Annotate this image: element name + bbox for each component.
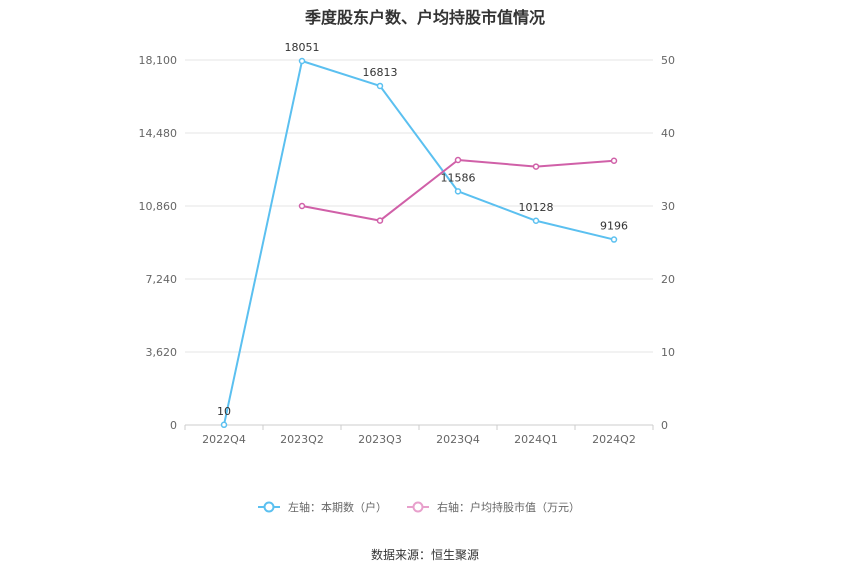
series-point-2 xyxy=(376,217,384,224)
x-axis-tick-label: 2023Q2 xyxy=(280,433,324,446)
legend-marker-1 xyxy=(263,501,275,513)
right-axis-tick-label: 10 xyxy=(661,346,675,359)
series-point-2 xyxy=(454,156,462,164)
series-point-2 xyxy=(298,202,306,210)
right-axis-tick-label: 40 xyxy=(661,127,675,140)
left-axis-tick-label: 7,240 xyxy=(146,273,178,286)
series-point-2 xyxy=(532,163,540,170)
x-axis-tick-label: 2023Q3 xyxy=(358,433,402,446)
line-chart: 0 3,620 7,240 10,860 14,480 18,100 0 10 20 30 40 50… xyxy=(139,41,676,514)
x-axis-tick-label: 2024Q2 xyxy=(592,433,636,446)
left-axis-tick-label: 10,860 xyxy=(139,200,178,213)
right-axis-tick-label: 50 xyxy=(661,54,675,67)
series-point-1 xyxy=(610,236,618,243)
x-axis-tick-label: 2022Q4 xyxy=(202,433,246,446)
legend-label-2: 右轴：户均持股市值（万元） xyxy=(437,500,580,514)
source-note: 数据来源：恒生聚源 xyxy=(370,548,479,562)
left-axis-tick-label: 3,620 xyxy=(146,346,178,359)
series-point-2 xyxy=(610,157,618,164)
chart-title: 季度股东户数、户均持股市值情况 xyxy=(304,8,545,27)
data-label: 10 xyxy=(217,405,231,418)
legend-label-1: 左轴：本期数（户） xyxy=(288,500,387,514)
right-axis-tick-label: 0 xyxy=(661,419,668,432)
series-point-1 xyxy=(220,421,228,429)
x-axis-tick-label: 2024Q1 xyxy=(514,433,558,446)
right-axis-tick-label: 20 xyxy=(661,273,675,286)
series-point-1 xyxy=(298,57,306,65)
x-axis-tick-label: 2023Q4 xyxy=(436,433,480,446)
series-point-1 xyxy=(376,82,384,90)
legend-marker-2 xyxy=(412,501,424,513)
series-point-1 xyxy=(532,217,540,225)
right-axis-tick-label: 30 xyxy=(661,200,675,213)
data-label: 10128 xyxy=(519,201,554,214)
data-label: 16813 xyxy=(363,66,398,79)
data-label: 11586 xyxy=(441,171,476,184)
data-label: 18051 xyxy=(285,41,320,54)
left-axis-tick-label: 14,480 xyxy=(139,127,178,140)
series-point-1 xyxy=(454,188,462,195)
left-axis-tick-label: 0 xyxy=(170,419,177,432)
left-axis-tick-label: 18,100 xyxy=(139,54,178,67)
series-line-1 xyxy=(223,59,615,426)
data-label: 9196 xyxy=(600,220,628,233)
